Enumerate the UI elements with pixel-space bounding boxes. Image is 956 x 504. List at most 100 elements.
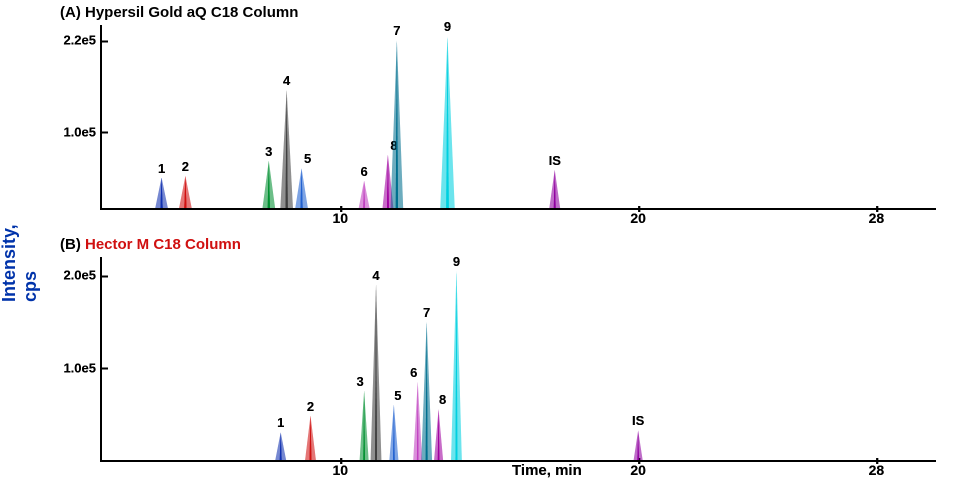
peak-label: 3 <box>356 374 363 391</box>
chromatogram-peak: 6 <box>358 181 370 208</box>
chromatogram-peak: 1 <box>275 432 287 460</box>
peak-label: 6 <box>410 365 417 382</box>
peak-label: 3 <box>356 374 363 391</box>
peak-label: 1 <box>158 161 165 178</box>
peak-label: 4 <box>372 268 379 285</box>
peak-label: 3 <box>265 144 272 161</box>
peak-label: IS <box>549 153 561 170</box>
chromatogram-peak: 4 <box>370 285 382 460</box>
peak-label: 9 <box>453 254 460 271</box>
peak-label: 1 <box>277 415 284 432</box>
x-tick: 28 <box>869 460 885 478</box>
chromatogram-peak: 1 <box>155 178 169 209</box>
chromatogram-peak: 7 <box>421 322 433 460</box>
peak-label: 1 <box>158 161 165 178</box>
peak-label: 2 <box>182 159 189 176</box>
chromatogram-peak: 3 <box>262 161 276 208</box>
peak-label: 3 <box>265 144 272 161</box>
chromatogram-peak: 5 <box>295 168 309 208</box>
peak-label: 2 <box>307 399 314 416</box>
chromatogram-peak: 2 <box>178 176 192 208</box>
chromatogram-peak: 3 <box>359 391 369 460</box>
chromatogram-peak: 6 <box>413 382 423 460</box>
chromatogram-peak: IS <box>549 170 561 208</box>
chromatogram-peak: 2 <box>178 176 192 208</box>
peak-label: IS <box>632 413 644 430</box>
y-tick: 1.0e5 <box>63 124 102 139</box>
panel-b: (B) Hector M C18 Column 1.0e52.0e5102028… <box>100 232 936 492</box>
y-tick: 1.0e5 <box>63 360 102 375</box>
chromatogram-peak: IS <box>633 430 643 460</box>
peak-label: 8 <box>439 392 446 409</box>
peak-label: 6 <box>360 164 367 181</box>
chromatogram-peak: IS <box>633 430 643 460</box>
chromatogram-peak: 7 <box>390 40 404 208</box>
peak-label: 7 <box>423 305 430 322</box>
panel-b-title-prefix: (B) <box>60 236 85 253</box>
chromatogram-peak: 8 <box>434 409 444 460</box>
chromatogram-peak: 7 <box>390 40 404 208</box>
peak-label: 1 <box>277 415 284 432</box>
peak-label: IS <box>549 153 561 170</box>
x-tick: 10 <box>332 208 348 226</box>
chromatogram-peak: 9 <box>440 36 456 208</box>
chromatogram-peak: 4 <box>280 90 294 208</box>
x-axis-label: Time, min <box>512 460 582 479</box>
chromatogram-peak: 2 <box>305 416 317 460</box>
peak-label: 9 <box>453 254 460 271</box>
peak-label: 8 <box>390 138 397 155</box>
peak-label: 5 <box>304 151 311 168</box>
chromatogram-peak: 5 <box>389 405 399 460</box>
chromatogram-figure: Intensity, cps (A) Hypersil Gold aQ C18 … <box>0 0 956 504</box>
chromatogram-peak: 4 <box>370 285 382 460</box>
peak-label: 8 <box>439 392 446 409</box>
chromatogram-peak: 6 <box>358 181 370 208</box>
panel-b-plot: 1.0e52.0e5102028Time, min123456789IS1.0e… <box>100 257 936 462</box>
panel-b-title-text: Hector M C18 Column <box>85 236 241 253</box>
peak-label: 7 <box>393 23 400 40</box>
chromatogram-peak: 9 <box>450 271 462 460</box>
peak-label: 2 <box>307 399 314 416</box>
y-tick: 2.0e5 <box>63 268 102 283</box>
peak-label: 2 <box>182 159 189 176</box>
peak-label: IS <box>632 413 644 430</box>
chromatogram-peak: 7 <box>421 322 433 460</box>
panel-a-title: (A) Hypersil Gold aQ C18 Column <box>60 4 298 21</box>
panel-b-title: (B) Hector M C18 Column <box>60 236 241 253</box>
chromatogram-peak: 4 <box>280 90 294 208</box>
peak-label: 4 <box>283 73 290 90</box>
panel-a-title-prefix: (A) <box>60 4 85 21</box>
y-tick: 2.2e5 <box>63 33 102 48</box>
chromatogram-peak: 3 <box>359 391 369 460</box>
x-tick: 28 <box>869 208 885 226</box>
panel-a-title-text: Hypersil Gold aQ C18 Column <box>85 4 298 21</box>
chromatogram-peak: 8 <box>382 155 394 208</box>
x-tick: 10 <box>332 460 348 478</box>
chromatogram-peak: 8 <box>434 409 444 460</box>
panel-a-plot: 1.0e52.2e5102028123456879IS1.0e52.2e5102… <box>100 25 936 210</box>
peak-label: 7 <box>423 305 430 322</box>
chromatogram-peak: 6 <box>413 382 423 460</box>
peak-label: 6 <box>410 365 417 382</box>
chromatogram-peak: 1 <box>155 178 169 209</box>
x-tick: 20 <box>630 208 646 226</box>
chromatogram-peak: 9 <box>440 36 456 208</box>
chromatogram-peak: 2 <box>305 416 317 460</box>
peak-label: 8 <box>390 138 397 155</box>
panel-a: (A) Hypersil Gold aQ C18 Column 1.0e52.2… <box>100 0 936 240</box>
peak-label: 4 <box>283 73 290 90</box>
chromatogram-peak: 1 <box>275 432 287 460</box>
chromatogram-peak: 5 <box>295 168 309 208</box>
chromatogram-peak: 5 <box>389 405 399 460</box>
peak-label: 5 <box>394 388 401 405</box>
peak-label: 4 <box>372 268 379 285</box>
chromatogram-peak: 8 <box>382 155 394 208</box>
chromatogram-peak: 9 <box>450 271 462 460</box>
chromatogram-peak: 3 <box>262 161 276 208</box>
peak-label: 7 <box>393 23 400 40</box>
chromatogram-peak: IS <box>549 170 561 208</box>
peak-label: 9 <box>444 19 451 36</box>
peak-label: 6 <box>360 164 367 181</box>
peak-label: 9 <box>444 19 451 36</box>
peak-label: 5 <box>304 151 311 168</box>
